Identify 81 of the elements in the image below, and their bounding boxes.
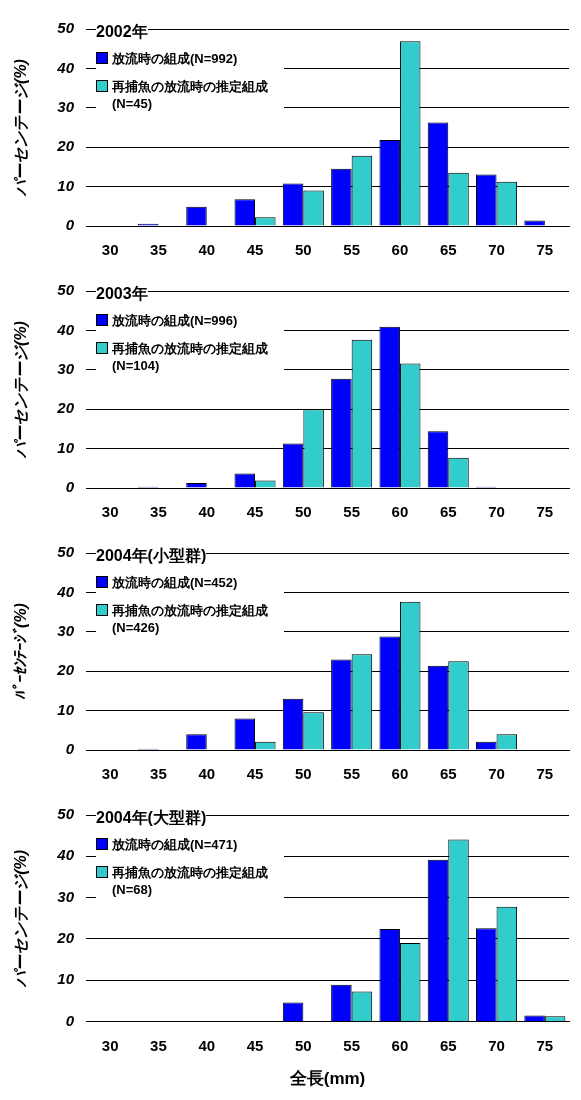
x-tick-label: 45 <box>246 241 264 259</box>
x-tick-label: 30 <box>101 1036 119 1054</box>
legend-label: 放流時の組成(N=452) <box>112 574 239 592</box>
y-tick-label: 20 <box>56 399 75 417</box>
y-tick-label: 10 <box>57 700 75 718</box>
y-tick-label: 40 <box>56 58 75 76</box>
y-tick-label: 30 <box>57 97 75 115</box>
legend-label: 放流時の組成(N=471) <box>112 836 239 854</box>
x-tick-label: 55 <box>343 1036 360 1054</box>
x-tick-label: 30 <box>101 241 119 259</box>
x-tick-label: 45 <box>246 1036 264 1054</box>
x-tick-label: 70 <box>488 241 505 259</box>
x-tick-label: 30 <box>101 503 119 521</box>
x-tick-label: 60 <box>391 1036 409 1054</box>
x-tick-label: 50 <box>295 1036 312 1054</box>
legend-label: 再捕魚の放流時の推定組成(N=426) <box>112 602 269 635</box>
y-tick-label: 30 <box>57 621 75 639</box>
y-tick-label: 0 <box>65 1011 75 1029</box>
chart-title: 2002年 <box>96 22 148 43</box>
x-tick-label: 60 <box>391 241 409 259</box>
x-tick-label: 35 <box>150 765 167 783</box>
legend-label: 放流時の組成(N=996) <box>112 312 239 330</box>
x-tick-label: 55 <box>343 503 360 521</box>
legend-label: 再捕魚の放流時の推定組成(N=68) <box>112 864 269 897</box>
x-tick-label: 65 <box>439 1036 457 1054</box>
x-axis-title: 全長(mm) <box>288 1069 366 1089</box>
x-tick-label: 35 <box>150 503 167 521</box>
y-axis-title: パーセンテージ(%) <box>12 849 30 988</box>
x-tick-label: 55 <box>343 765 360 783</box>
x-tick-label: 60 <box>391 765 409 783</box>
y-tick-label: 10 <box>57 970 75 988</box>
y-tick-label: 40 <box>56 846 75 864</box>
x-tick-label: 40 <box>198 503 216 521</box>
y-tick-label: 50 <box>57 281 75 299</box>
y-tick-label: 30 <box>57 359 75 377</box>
x-tick-label: 75 <box>536 1036 554 1054</box>
x-tick-label: 75 <box>536 241 554 259</box>
x-tick-label: 70 <box>488 503 505 521</box>
y-tick-label: 50 <box>57 543 75 561</box>
x-tick-label: 35 <box>150 1036 167 1054</box>
x-tick-label: 40 <box>198 1036 216 1054</box>
y-axis-title: ﾊﾟｰｾﾝﾃｰｼﾞ(%) <box>12 603 30 700</box>
legend-label: 放流時の組成(N=992) <box>112 50 239 68</box>
y-tick-label: 50 <box>57 19 75 37</box>
x-tick-label: 75 <box>536 765 554 783</box>
x-tick-label: 30 <box>101 765 119 783</box>
x-tick-label: 55 <box>343 241 360 259</box>
x-tick-label: 70 <box>488 765 505 783</box>
x-tick-label: 40 <box>198 241 216 259</box>
x-tick-label: 40 <box>198 765 216 783</box>
y-tick-label: 30 <box>57 887 75 905</box>
chart-title: 2004年(小型群) <box>96 546 207 567</box>
x-tick-label: 45 <box>246 765 264 783</box>
y-tick-label: 40 <box>56 582 75 600</box>
y-tick-label: 20 <box>56 929 75 947</box>
y-tick-label: 50 <box>57 805 75 823</box>
x-tick-label: 45 <box>246 503 264 521</box>
x-tick-label: 35 <box>150 241 167 259</box>
x-tick-label: 50 <box>295 241 312 259</box>
y-tick-label: 10 <box>57 438 75 456</box>
x-tick-label: 50 <box>295 765 312 783</box>
y-tick-label: 40 <box>56 320 75 338</box>
x-tick-label: 75 <box>536 503 554 521</box>
x-tick-label: 65 <box>439 503 457 521</box>
y-tick-label: 0 <box>65 740 75 758</box>
x-tick-label: 65 <box>439 241 457 259</box>
x-tick-label: 60 <box>391 503 409 521</box>
x-tick-label: 70 <box>488 1036 505 1054</box>
legend-label: 再捕魚の放流時の推定組成(N=45) <box>112 78 269 111</box>
y-axis-title: パーセンテージ(%) <box>12 59 30 197</box>
y-tick-label: 0 <box>65 478 75 496</box>
y-tick-label: 0 <box>65 216 75 234</box>
x-tick-label: 50 <box>295 503 312 521</box>
y-tick-label: 10 <box>57 176 75 194</box>
chart-title: 2003年 <box>96 284 148 305</box>
y-tick-label: 20 <box>56 661 75 679</box>
y-tick-label: 20 <box>56 137 75 155</box>
y-axis-title: パーセンテージ(%) <box>12 321 30 459</box>
chart-title: 2004年(大型群) <box>96 808 207 829</box>
legend-label: 再捕魚の放流時の推定組成(N=104) <box>112 340 269 373</box>
x-tick-label: 65 <box>439 765 457 783</box>
